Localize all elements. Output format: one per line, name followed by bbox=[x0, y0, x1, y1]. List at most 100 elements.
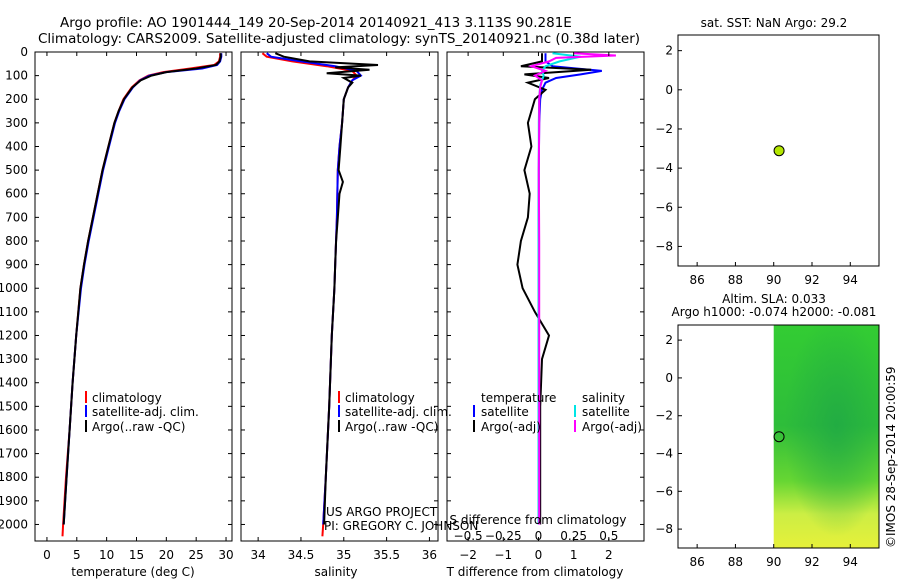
depth-tick-label: 400 bbox=[5, 139, 28, 153]
top-tick-label: 0 bbox=[535, 529, 543, 543]
map-y-tick-label: −6 bbox=[655, 484, 673, 498]
depth-tick-label: 1700 bbox=[0, 447, 28, 461]
series-line-satellite-adj-clim- bbox=[62, 53, 223, 525]
map-y-tick-label: −4 bbox=[655, 447, 673, 461]
map-y-tick-label: 2 bbox=[665, 44, 673, 58]
map-x-tick-label: 90 bbox=[766, 273, 781, 287]
depth-tick-label: 2000 bbox=[0, 517, 28, 531]
legend-title-temperature: temperature bbox=[481, 391, 556, 405]
depth-tick-label: 600 bbox=[5, 187, 28, 201]
depth-tick-label: 700 bbox=[5, 210, 28, 224]
series-line-salinity-satellite bbox=[537, 52, 581, 525]
x-tick-label: 5 bbox=[73, 548, 81, 562]
difference-axis-label: T difference from climatology bbox=[446, 565, 624, 579]
credit-pi: PI: GREGORY C. JOHNSON bbox=[324, 519, 478, 533]
x-tick-label: 34 bbox=[250, 548, 265, 562]
map-x-tick-label: 92 bbox=[804, 273, 819, 287]
x-tick-label: 0 bbox=[535, 548, 543, 562]
depth-tick-label: 500 bbox=[5, 163, 28, 177]
map-y-tick-label: −2 bbox=[655, 122, 673, 136]
map-x-tick-label: 88 bbox=[728, 273, 743, 287]
salinity-x-axis: 34 34.5 35 35.5 36 bbox=[250, 52, 437, 562]
legend-salinity-satellite: satellite bbox=[582, 405, 630, 419]
temperature-axis-label: temperature (deg C) bbox=[71, 565, 194, 579]
difference-plot-frame bbox=[446, 51, 645, 542]
legend-argo: Argo(..raw -QC) bbox=[92, 420, 185, 434]
depth-tick-label: 300 bbox=[5, 116, 28, 130]
sla-map-axes: 86 88 90 92 94 2 0 −2 −4 −6 −8 bbox=[655, 333, 858, 569]
depth-tick-label: 1800 bbox=[0, 470, 28, 484]
series-line-argo-raw-qc- bbox=[274, 52, 379, 525]
legend-title-salinity: salinity bbox=[582, 391, 625, 405]
depth-tick-label: 200 bbox=[5, 92, 28, 106]
legend-temperature-argo: Argo(-adj) bbox=[481, 420, 541, 434]
map-y-tick-label: 0 bbox=[665, 371, 673, 385]
salinity-axis-label: salinity bbox=[314, 565, 357, 579]
top-tick-label: 0.5 bbox=[599, 529, 618, 543]
depth-tick-label: 100 bbox=[5, 69, 28, 83]
map-y-tick-label: −6 bbox=[655, 200, 673, 214]
legend-climatology: climatology bbox=[345, 391, 415, 405]
legend-temperature-satellite: satellite bbox=[481, 405, 529, 419]
legend-salinity-argo: Argo(-adj) bbox=[582, 420, 642, 434]
top-tick-label: 0.25 bbox=[560, 529, 587, 543]
series-line-argo-raw-qc- bbox=[62, 53, 222, 525]
temperature-x-axis: 0 5 10 15 20 25 30 bbox=[43, 52, 234, 562]
credit-project: US ARGO PROJECT bbox=[326, 505, 438, 519]
series-line-satellite-adj-clim- bbox=[266, 52, 363, 525]
title-line-1: Argo profile: AO 1901444_149 20-Sep-2014… bbox=[60, 15, 572, 31]
difference-top-axis-label: S difference from climatology bbox=[450, 513, 627, 527]
x-tick-label: 2 bbox=[605, 548, 613, 562]
x-tick-label: 25 bbox=[189, 548, 204, 562]
x-tick-label: 30 bbox=[218, 548, 233, 562]
title-line-2: Climatology: CARS2009. Satellite-adjuste… bbox=[38, 31, 640, 47]
sla-map-title-1: Altim. SLA: 0.033 bbox=[722, 292, 826, 306]
map-x-tick-label: 86 bbox=[690, 273, 705, 287]
x-tick-label: −1 bbox=[494, 548, 512, 562]
map-x-tick-label: 94 bbox=[843, 273, 858, 287]
map-y-tick-label: 0 bbox=[665, 83, 673, 97]
sla-map-points bbox=[773, 431, 785, 443]
x-tick-label: 1 bbox=[570, 548, 578, 562]
top-tick-label: −0.5 bbox=[454, 529, 483, 543]
series-line-salinity-argo-adj- bbox=[527, 52, 616, 525]
map-x-tick-label: 86 bbox=[690, 555, 705, 569]
map-y-tick-label: −8 bbox=[655, 522, 673, 536]
x-tick-label: 0 bbox=[43, 548, 51, 562]
depth-tick-label: 1500 bbox=[0, 399, 28, 413]
difference-legend: temperature salinity satellite Argo(-adj… bbox=[473, 391, 642, 434]
x-tick-label: 36 bbox=[422, 548, 437, 562]
salinity-legend: climatology satellite-adj. clim. Argo(..… bbox=[338, 391, 452, 434]
imos-timestamp: ©IMOS 28-Sep-2014 20:00:59 bbox=[884, 366, 898, 548]
difference-series bbox=[516, 52, 616, 525]
depth-tick-label: 1000 bbox=[0, 281, 28, 295]
legend-satellite: satellite-adj. clim. bbox=[345, 405, 452, 419]
depth-tick-label: 800 bbox=[5, 234, 28, 248]
series-line-temperature-satellite bbox=[537, 53, 602, 525]
depth-tick-label: 1200 bbox=[0, 328, 28, 342]
salinity-plot-frame bbox=[240, 51, 439, 542]
depth-tick-label: 1100 bbox=[0, 305, 28, 319]
legend-climatology: climatology bbox=[92, 391, 162, 405]
depth-tick-label: 1600 bbox=[0, 423, 28, 437]
map-x-tick-label: 92 bbox=[804, 555, 819, 569]
temperature-legend: climatology satellite-adj. clim. Argo(..… bbox=[85, 391, 199, 434]
salinity-series bbox=[261, 52, 379, 537]
series-line-climatology bbox=[61, 53, 222, 537]
map-x-tick-label: 90 bbox=[766, 555, 781, 569]
x-tick-label: 15 bbox=[129, 548, 144, 562]
sst-map-points bbox=[773, 145, 785, 157]
difference-x-axis: −2 −1 0 1 2 bbox=[459, 52, 613, 562]
map-x-tick-label: 88 bbox=[728, 555, 743, 569]
difference-top-axis: −0.5 −0.25 0 0.25 0.5 bbox=[454, 529, 619, 543]
sla-field-anomaly bbox=[773, 325, 879, 548]
x-tick-label: 20 bbox=[159, 548, 174, 562]
depth-tick-label: 1400 bbox=[0, 376, 28, 390]
depth-tick-label: 0 bbox=[20, 45, 28, 59]
map-x-tick-label: 94 bbox=[843, 555, 858, 569]
legend-satellite: satellite-adj. clim. bbox=[92, 405, 199, 419]
series-line-temperature-argo-adj- bbox=[516, 53, 592, 525]
temperature-plot-frame bbox=[34, 51, 233, 542]
sst-map-title: sat. SST: NaN Argo: 29.2 bbox=[701, 16, 848, 30]
